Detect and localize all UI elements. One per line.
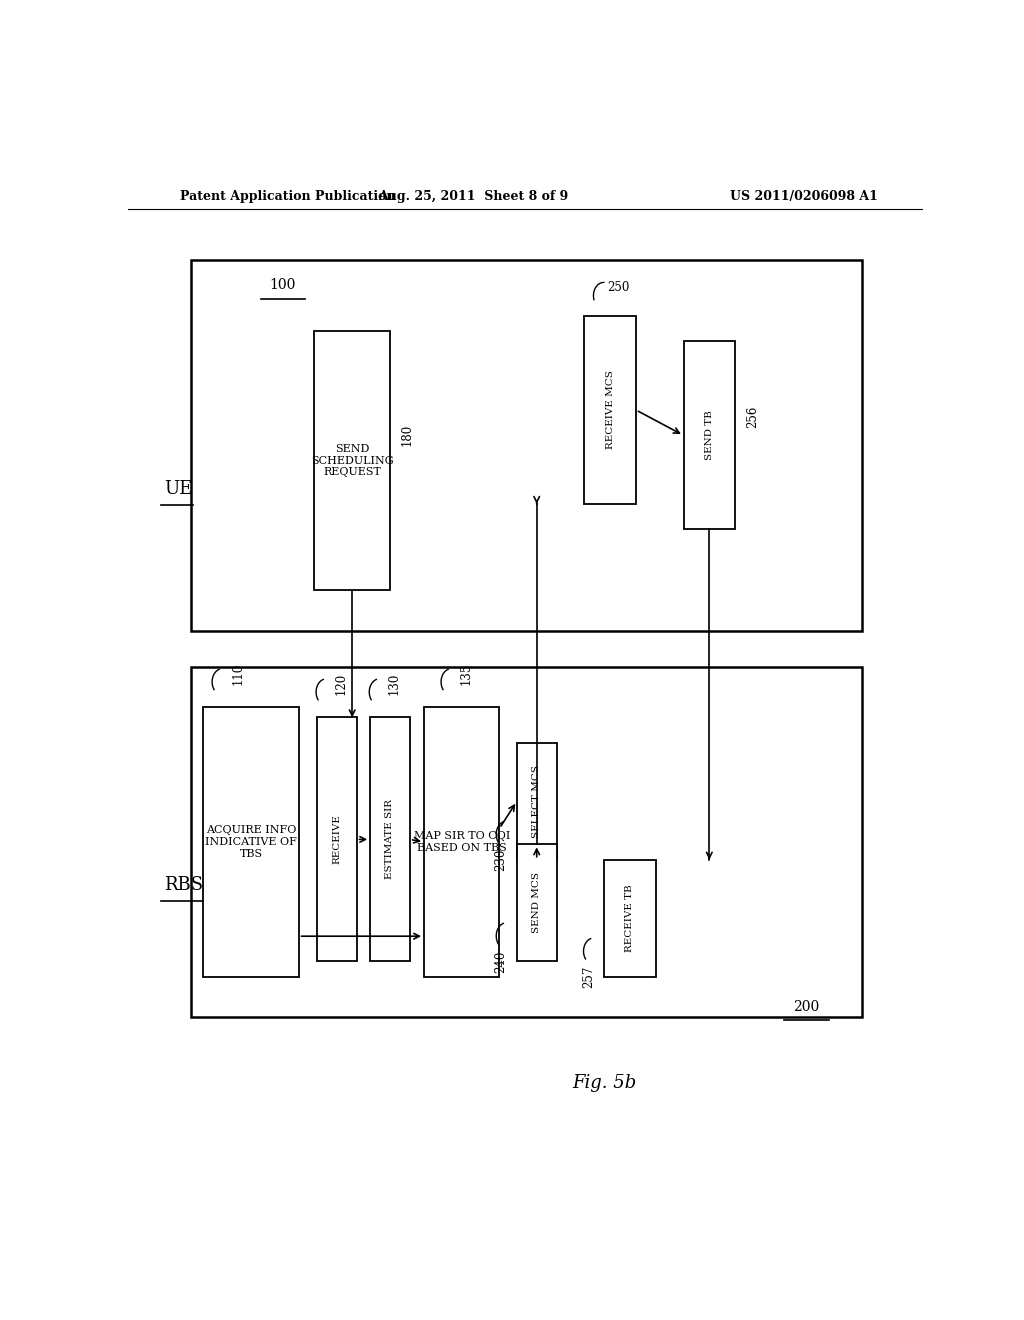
Text: 120: 120: [334, 673, 347, 696]
Bar: [191, 260, 862, 631]
Text: 135: 135: [459, 663, 472, 685]
Bar: [604, 859, 655, 977]
Text: 256: 256: [746, 405, 759, 428]
Bar: [684, 342, 735, 529]
Text: RECEIVE MCS: RECEIVE MCS: [605, 371, 614, 449]
Bar: [370, 718, 410, 961]
Text: 230: 230: [495, 849, 508, 871]
Text: SEND MCS: SEND MCS: [532, 873, 542, 933]
Text: SELECT MCS: SELECT MCS: [532, 764, 542, 838]
Text: 180: 180: [400, 424, 414, 446]
Text: ACQUIRE INFO
INDICATIVE OF
TBS: ACQUIRE INFO INDICATIVE OF TBS: [205, 825, 297, 858]
Bar: [424, 708, 500, 977]
Text: SEND
SCHEDULING
REQUEST: SEND SCHEDULING REQUEST: [311, 444, 393, 478]
Bar: [585, 315, 636, 504]
Text: Fig. 5b: Fig. 5b: [572, 1074, 636, 1093]
Text: 250: 250: [607, 281, 629, 294]
Text: RECEIVE: RECEIVE: [332, 814, 341, 865]
Bar: [316, 718, 356, 961]
Text: UE: UE: [164, 479, 193, 498]
Text: 240: 240: [495, 950, 508, 973]
Text: Aug. 25, 2011  Sheet 8 of 9: Aug. 25, 2011 Sheet 8 of 9: [378, 190, 568, 202]
Text: RBS: RBS: [164, 876, 203, 894]
Text: ESTIMATE SIR: ESTIMATE SIR: [385, 800, 394, 879]
Bar: [517, 845, 557, 961]
Bar: [191, 667, 862, 1018]
Text: 200: 200: [794, 1001, 819, 1014]
Text: US 2011/0206098 A1: US 2011/0206098 A1: [730, 190, 878, 202]
Text: SEND TB: SEND TB: [705, 411, 714, 461]
Text: 130: 130: [387, 673, 400, 696]
Text: MAP SIR TO CQI
BASED ON TBS: MAP SIR TO CQI BASED ON TBS: [414, 832, 510, 853]
Text: 100: 100: [269, 279, 296, 293]
Text: 257: 257: [582, 965, 595, 987]
Bar: [517, 743, 557, 859]
Text: RECEIVE TB: RECEIVE TB: [626, 884, 635, 952]
Text: Patent Application Publication: Patent Application Publication: [179, 190, 395, 202]
Text: 110: 110: [231, 663, 245, 685]
Bar: [314, 331, 390, 590]
Bar: [204, 708, 299, 977]
